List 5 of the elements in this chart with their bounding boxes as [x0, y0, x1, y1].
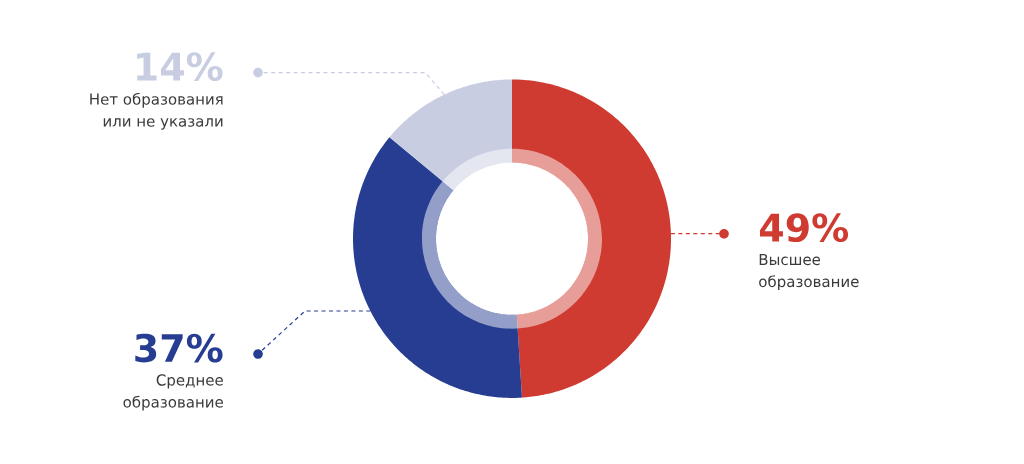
- slice-label: Нет образования или не указали: [90, 92, 223, 130]
- data-label: 37%: [135, 333, 223, 363]
- slice-label: Среднее образование: [123, 374, 223, 411]
- slice-label: Высшее образование: [759, 254, 859, 291]
- data-label: 49%: [759, 213, 849, 243]
